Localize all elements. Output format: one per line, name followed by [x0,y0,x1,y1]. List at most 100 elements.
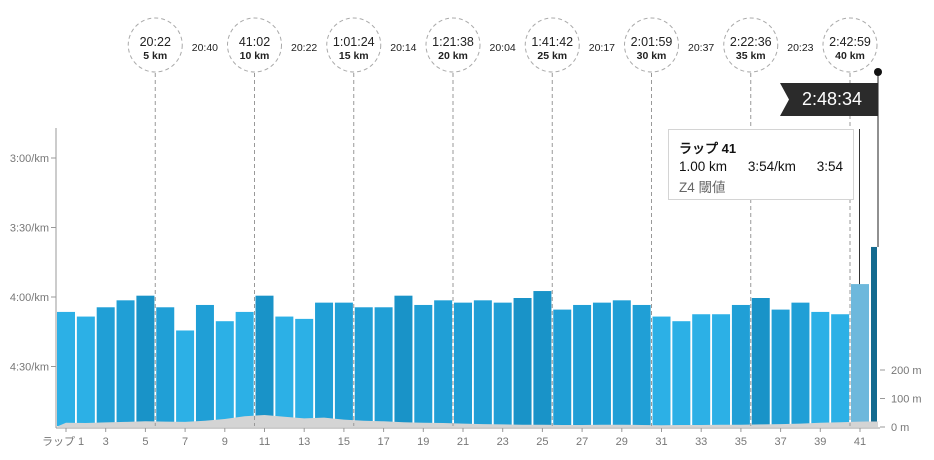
km-marker-time: 2:01:59 [631,35,673,49]
x-tick-label: 17 [377,436,389,448]
lap-bar-5[interactable] [136,295,155,426]
lap-bar-7[interactable] [176,330,195,426]
x-tick-label: 9 [222,436,228,448]
lap-bar-20[interactable] [434,300,453,426]
lap-bar-26[interactable] [553,309,572,426]
tooltip-distance: 1.00 km [679,159,728,174]
lap-bar-1[interactable] [57,311,75,426]
km-marker-circle[interactable] [624,17,679,73]
lap-bar-40[interactable] [831,314,850,426]
x-tick-label: 29 [616,436,628,448]
lap-bar-8[interactable] [195,304,214,426]
y-tick-label: 4:00/km [10,292,49,304]
lap-bar-24[interactable] [513,298,532,426]
km-marker-time: 2:22:36 [730,35,772,49]
lap-bar-29[interactable] [612,300,631,426]
lap-bar-27[interactable] [573,304,592,426]
lap-bar-36[interactable] [751,298,770,426]
tooltip-time: 3:54 [816,159,843,174]
lap-bar-32[interactable] [672,321,691,426]
lap-bar-35[interactable] [731,304,750,426]
lap-bar-17[interactable] [374,307,393,426]
x-tick-label: 37 [774,436,786,448]
lap-bar-41[interactable] [851,284,869,426]
tooltip-title: ラップ 41 [679,141,737,156]
lap-bar-38[interactable] [791,302,810,426]
split-time: 20:04 [489,42,515,54]
y-tick-label: 3:30/km [10,223,49,235]
lap-bar-3[interactable] [96,307,115,426]
km-marker-circle[interactable] [326,17,382,73]
km-marker-circle[interactable] [524,17,580,73]
x-tick-label: 31 [655,436,667,448]
elevation-tick-label: 100 m [891,394,922,406]
lap-bar-39[interactable] [811,311,830,426]
finish-time-flag: 2:48:34 [780,83,878,116]
lap-bar-13[interactable] [295,318,314,426]
split-time: 20:40 [192,42,218,54]
km-marker-distance: 20 km [438,50,468,62]
lap-bar-30[interactable] [632,304,651,426]
x-tick-label: 35 [735,436,747,448]
lap-bar-37[interactable] [771,309,790,426]
km-marker-circle[interactable] [227,17,282,73]
split-time: 20:14 [390,42,416,54]
x-tick-label: 13 [298,436,310,448]
tooltip-zone: Z4 閾値 [679,180,726,195]
lap-bar-4[interactable] [116,300,135,426]
km-marker-distance: 5 km [143,50,167,62]
km-marker-distance: 15 km [339,50,369,62]
finish-time: 2:48:34 [801,89,863,109]
lap-bar-14[interactable] [315,302,334,426]
lap-bar-21[interactable] [454,302,472,426]
lap-bar-11[interactable] [255,295,274,426]
lap-bar-6[interactable] [156,307,175,426]
y-tick-label: 3:00/km [10,153,49,165]
lap-bar-23[interactable] [493,302,512,426]
km-marker-distance: 35 km [736,50,766,62]
km-marker-time: 1:01:24 [333,35,375,49]
x-tick-label: 25 [536,436,548,448]
lap-bar-18[interactable] [394,295,413,426]
x-tick-label: 39 [814,436,826,448]
x-tick-label: 19 [417,436,429,448]
x-tick-label: 5 [142,436,148,448]
x-tick-label: 7 [182,436,188,448]
elevation-tick-label: 0 m [891,422,909,434]
x-tick-label: ラップ 1 [42,435,84,448]
km-marker-time: 2:42:59 [829,35,871,49]
km-marker-circle[interactable] [723,17,779,73]
split-time: 20:22 [291,42,317,54]
lap-tooltip: ラップ 41 1.00 km 3:54/km 3:54 Z4 閾値 [668,129,854,200]
lap-bar-34[interactable] [712,314,731,426]
finish-dot-icon [874,68,882,76]
km-marker-distance: 30 km [637,50,667,62]
lap-bar-12[interactable] [275,316,294,426]
x-tick-label: 27 [576,436,588,448]
lap-bar-31[interactable] [652,316,671,426]
lap-bar-15[interactable] [334,302,353,426]
lap-bar-33[interactable] [692,314,711,426]
split-time: 20:17 [589,42,615,54]
lap-bar-2[interactable] [76,316,95,426]
lap-bar-16[interactable] [354,307,373,426]
lap-bar-42[interactable] [871,246,877,426]
km-marker-time: 1:41:42 [531,35,573,49]
lap-bar-28[interactable] [592,302,611,426]
km-marker-circle[interactable] [127,17,183,73]
lap-bar-9[interactable] [215,321,234,426]
x-tick-label: 11 [259,436,270,448]
lap-bar-25[interactable] [533,291,552,426]
lap-bar-22[interactable] [473,300,492,426]
km-marker-distance: 25 km [537,50,567,62]
lap-bar-10[interactable] [235,311,254,426]
x-tick-label: 33 [695,436,707,448]
km-marker-circle[interactable] [425,17,481,73]
km-marker-time: 20:22 [140,35,171,49]
x-tick-label: 21 [457,436,469,448]
lap-bar-19[interactable] [414,304,433,426]
split-time: 20:37 [688,42,714,54]
km-marker-distance: 40 km [835,50,865,62]
km-marker-circle[interactable] [822,17,878,73]
